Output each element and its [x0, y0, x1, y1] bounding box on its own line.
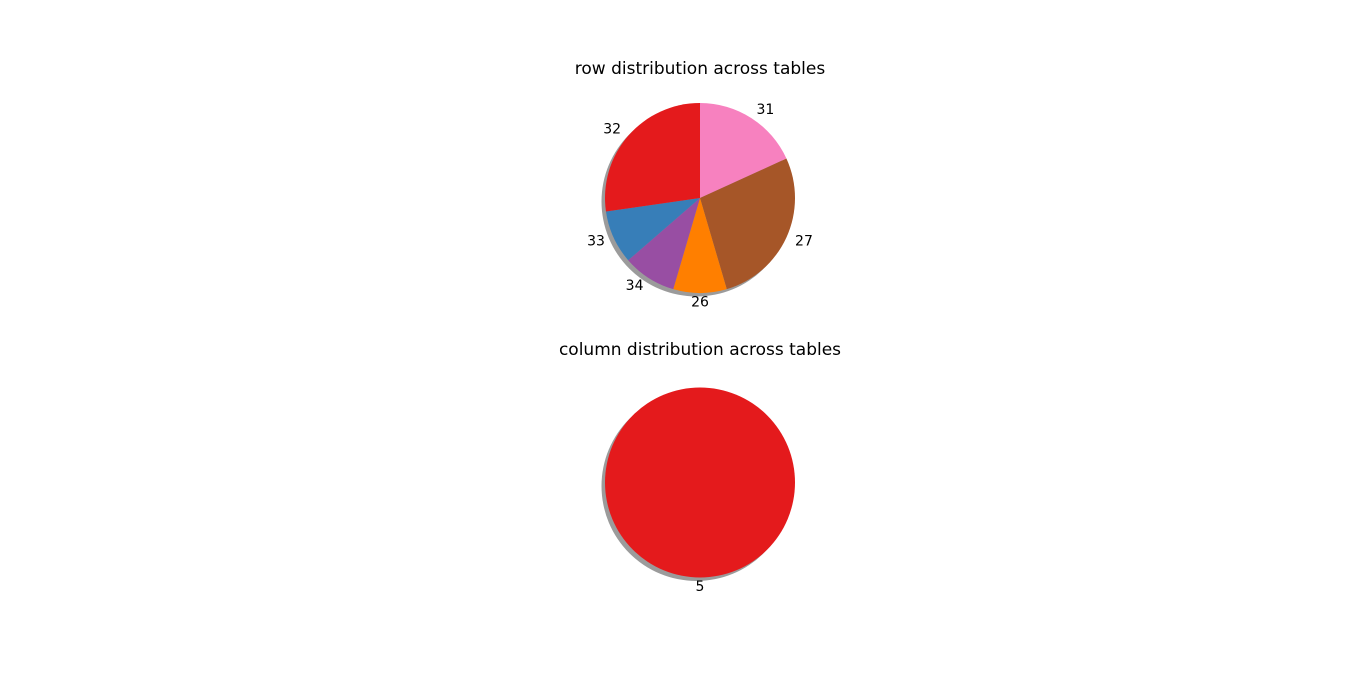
pie-slice-32 [605, 103, 700, 212]
pie-slice-34 [628, 198, 700, 290]
column-distribution-chart-title: column distribution across tables [558, 340, 842, 360]
pie-slice-31 [700, 103, 787, 198]
column-distribution-pie-chart: 5 [601, 387, 795, 595]
pie-slice-26 [673, 198, 727, 293]
pie-slice-27 [700, 158, 796, 290]
pie-slice-label: 31 [757, 102, 775, 118]
pie-slice-label: 32 [603, 122, 621, 138]
pie-slice-label: 26 [691, 295, 709, 311]
pie-slice-5 [605, 387, 795, 578]
row-distribution-pie-chart: 31 27 26 34 33 32 [587, 102, 813, 311]
pie-slice-label: 27 [795, 233, 813, 249]
pie-slice-label: 33 [587, 233, 605, 249]
row-distribution-chart-title: row distribution across tables [574, 59, 826, 79]
pie-slice-label: 34 [626, 278, 644, 294]
pie-slice-label: 5 [696, 579, 705, 595]
pie-slice-33 [605, 198, 700, 261]
